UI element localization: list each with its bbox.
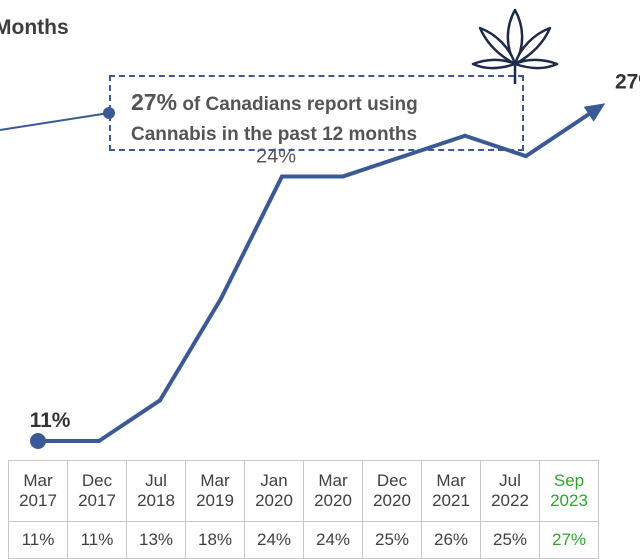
- date-year: 2018: [137, 491, 175, 510]
- value-cell: 18%: [185, 521, 245, 559]
- date-year: 2023: [550, 491, 588, 510]
- date-month: Dec: [376, 471, 408, 490]
- data-point: [463, 133, 467, 138]
- date-year: 2020: [314, 491, 352, 510]
- date-month: Mar: [318, 471, 348, 490]
- date-month: Jul: [499, 471, 521, 490]
- data-point: [97, 439, 101, 443]
- date-month: Mar: [23, 471, 53, 490]
- data-point: [402, 154, 406, 159]
- value-row: 11% 11% 13% 18% 24% 24% 25% 26% 25% 27%: [8, 521, 599, 559]
- value-cell: 26%: [421, 521, 481, 559]
- date-cell: Dec 2017: [67, 460, 127, 522]
- value-cell: 11%: [67, 521, 127, 559]
- date-month: Sep: [553, 471, 585, 490]
- value-cell: 13%: [126, 521, 186, 559]
- date-cell: Jan 2020: [244, 460, 304, 522]
- data-point: [524, 154, 528, 159]
- date-cell: Mar 2021: [421, 460, 481, 522]
- date-cell: Jul 2022: [480, 460, 540, 522]
- date-month: Mar: [200, 471, 230, 490]
- date-cell: Dec 2020: [362, 460, 422, 522]
- date-row: Mar 2017 Dec 2017 Jul 2018 Mar 2019 Jan 2020 Mar 20…: [8, 460, 599, 522]
- date-cell: Jul 2018: [126, 460, 186, 522]
- value-cell: 25%: [362, 521, 422, 559]
- callout-line-2: Cannabis in the past 12 months: [131, 124, 418, 145]
- date-cell: Mar 2019: [185, 460, 245, 522]
- data-point: [36, 439, 40, 443]
- date-month: Mar: [436, 471, 466, 490]
- date-cell: Sep 2023: [539, 460, 599, 522]
- callout-line-1-text: of Canadians report using: [177, 94, 418, 115]
- date-month: Jul: [145, 471, 167, 490]
- series-line: [38, 108, 597, 443]
- date-year: 2022: [491, 491, 529, 510]
- date-cell: Mar 2017: [8, 460, 68, 522]
- data-point: [341, 174, 345, 179]
- value-cell: 24%: [244, 521, 304, 559]
- callout-line-1: 27% of Canadians report using: [131, 87, 522, 120]
- data-label: 27%: [615, 70, 640, 93]
- date-cell: Mar 2020: [303, 460, 363, 522]
- cannabis-leaf-icon: [471, 8, 559, 84]
- data-table: Mar 2017 Dec 2017 Jul 2018 Mar 2019 Jan 2020 Mar 20…: [8, 460, 599, 559]
- callout-connector: [0, 112, 110, 131]
- date-year: 2019: [196, 491, 234, 510]
- value-cell: 27%: [539, 521, 599, 559]
- date-month: Dec: [81, 471, 113, 490]
- date-year: 2020: [255, 491, 293, 510]
- value-cell: 11%: [8, 521, 68, 559]
- data-label: 11%: [30, 409, 71, 432]
- value-cell: 25%: [480, 521, 540, 559]
- date-year: 2021: [432, 491, 470, 510]
- callout-box: 27% of Canadians report using Cannabis i…: [109, 75, 524, 151]
- date-year: 2017: [19, 491, 57, 510]
- data-point: [585, 113, 589, 118]
- data-point: [158, 398, 162, 403]
- date-year: 2020: [373, 491, 411, 510]
- line-arrowhead: [583, 103, 606, 122]
- chart-title: Months: [0, 16, 69, 39]
- value-cell: 24%: [303, 521, 363, 559]
- date-year: 2017: [78, 491, 116, 510]
- data-point: [219, 296, 223, 301]
- data-point: [280, 174, 284, 179]
- date-month: Jan: [260, 471, 288, 490]
- callout-percent: 27%: [131, 89, 178, 115]
